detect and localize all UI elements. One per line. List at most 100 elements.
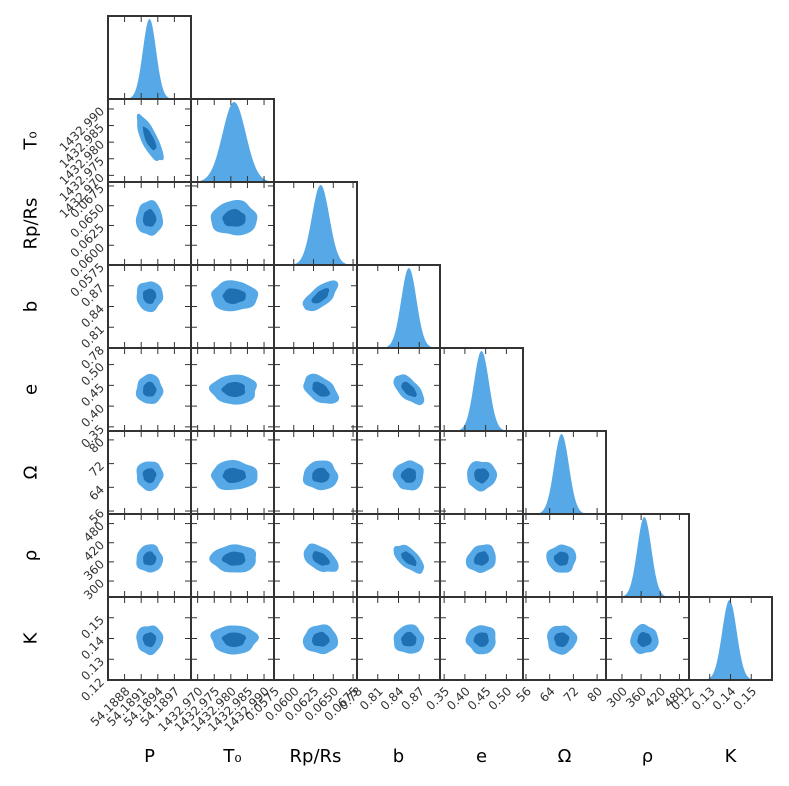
histogram-RpRs — [274, 185, 357, 265]
y-tick-label: 480 — [81, 519, 107, 545]
contour-1sigma — [221, 551, 246, 566]
contour-panel-b-rho — [356, 513, 441, 598]
contour-panel-P-rho — [107, 513, 192, 598]
contour-panel-b-Omega — [356, 430, 441, 515]
contour-1sigma — [474, 468, 490, 484]
histogram-e — [440, 351, 523, 431]
x-tick-label: 0.87 — [399, 684, 428, 713]
contour-panel-b-K — [356, 596, 441, 681]
contour-panel-P-e — [107, 347, 192, 432]
contour-panel-P-T0 — [107, 98, 192, 183]
contour-panel-RpRs-rho — [273, 513, 358, 598]
y-axis-label-T0: T₀ — [20, 131, 41, 150]
x-axis-label-RpRs: Rp/Rs — [290, 746, 342, 767]
contour-panel-T0-RpRs — [190, 181, 275, 266]
contour-1sigma — [401, 551, 417, 567]
histogram-P — [108, 19, 191, 99]
contour-1sigma — [143, 551, 157, 566]
contour-panel-P-Omega — [107, 430, 192, 515]
contour-1sigma — [400, 467, 417, 483]
y-axis-label-b: b — [20, 301, 41, 312]
contour-1sigma — [222, 209, 246, 227]
y-tick-label: 0.12 — [78, 675, 107, 704]
contour-1sigma — [142, 126, 157, 151]
contour-panel-rho-K — [605, 596, 690, 681]
y-tick-label: 360 — [81, 557, 107, 583]
contour-1sigma — [637, 631, 652, 648]
y-axis-label-Omega: Ω — [20, 465, 41, 479]
x-axis-label-P: P — [144, 746, 155, 767]
contour-1sigma — [142, 209, 157, 227]
contour-panel-P-RpRs — [107, 181, 192, 266]
contour-panel-T0-K — [190, 596, 275, 681]
contour-1sigma — [311, 288, 330, 304]
x-axis-label-b: b — [393, 746, 404, 767]
contour-1sigma — [553, 551, 569, 566]
x-axis-label-T0: T₀ — [222, 746, 241, 767]
x-tick-label: 56 — [513, 684, 534, 705]
contour-1sigma — [312, 551, 330, 566]
contour-1sigma — [222, 288, 246, 304]
x-axis-label-K: K — [725, 746, 738, 767]
x-tick-label: 64 — [537, 684, 558, 705]
x-axis-label-Omega: Ω — [558, 746, 572, 767]
y-tick-label: 300 — [81, 576, 107, 602]
hist-panel-RpRs — [273, 181, 358, 266]
hist-panel-K — [688, 596, 773, 681]
contour-1sigma — [553, 632, 570, 648]
x-axis-label-rho: ρ — [642, 746, 653, 767]
contour-panel-e-Omega — [439, 430, 524, 515]
contour-1sigma — [401, 631, 417, 647]
contour-1sigma — [142, 288, 157, 304]
contour-panel-T0-Omega — [190, 430, 275, 515]
contour-panel-T0-rho — [190, 513, 275, 598]
hist-panel-Omega — [522, 430, 607, 515]
contour-panel-Omega-K — [522, 596, 607, 681]
contour-1sigma — [312, 381, 331, 397]
hist-panel-rho — [605, 513, 690, 598]
x-tick-label: 72 — [561, 684, 582, 705]
contour-1sigma — [312, 631, 330, 647]
contour-panel-P-K — [107, 596, 192, 681]
contour-panel-T0-e — [190, 347, 275, 432]
contour-panel-T0-b — [190, 264, 275, 349]
x-tick-label: 0.15 — [731, 684, 760, 713]
contour-panel-RpRs-K — [273, 596, 358, 681]
contour-panel-e-rho — [439, 513, 524, 598]
contour-1sigma — [473, 632, 489, 647]
contour-panel-Omega-rho — [522, 513, 607, 598]
x-axis-label-e: e — [476, 746, 487, 767]
histogram-rho — [606, 517, 689, 597]
y-axis-label-K: K — [20, 631, 41, 644]
histogram-T0 — [191, 102, 274, 182]
hist-panel-b — [356, 264, 441, 349]
contour-1sigma — [143, 381, 157, 397]
y-tick-label: 420 — [81, 538, 107, 564]
y-tick-label: 64 — [86, 483, 107, 504]
contour-panel-RpRs-b — [273, 264, 358, 349]
contour-1sigma — [142, 468, 157, 484]
y-tick-label: 72 — [86, 459, 107, 480]
x-tick-label: 80 — [584, 684, 605, 705]
y-axis-label-RpRs: Rp/Rs — [20, 198, 41, 250]
contour-panel-RpRs-Omega — [273, 430, 358, 515]
x-tick-label: 0.50 — [486, 684, 515, 713]
contour-panel-e-K — [439, 596, 524, 681]
hist-panel-e — [439, 347, 524, 432]
histogram-b — [357, 268, 440, 348]
y-axis-label-e: e — [20, 384, 41, 395]
contour-1sigma — [142, 632, 157, 648]
contour-1sigma — [222, 467, 247, 484]
contour-panel-P-b — [107, 264, 192, 349]
contour-1sigma — [401, 381, 417, 398]
histogram-Omega — [523, 434, 606, 514]
hist-panel-T0 — [190, 98, 275, 183]
contour-1sigma — [221, 632, 247, 648]
contour-1sigma — [312, 467, 330, 483]
hist-panel-P — [107, 15, 192, 100]
contour-1sigma — [221, 381, 246, 398]
contour-panel-RpRs-e — [273, 347, 358, 432]
contour-panel-b-e — [356, 347, 441, 432]
y-axis-label-rho: ρ — [20, 550, 41, 561]
